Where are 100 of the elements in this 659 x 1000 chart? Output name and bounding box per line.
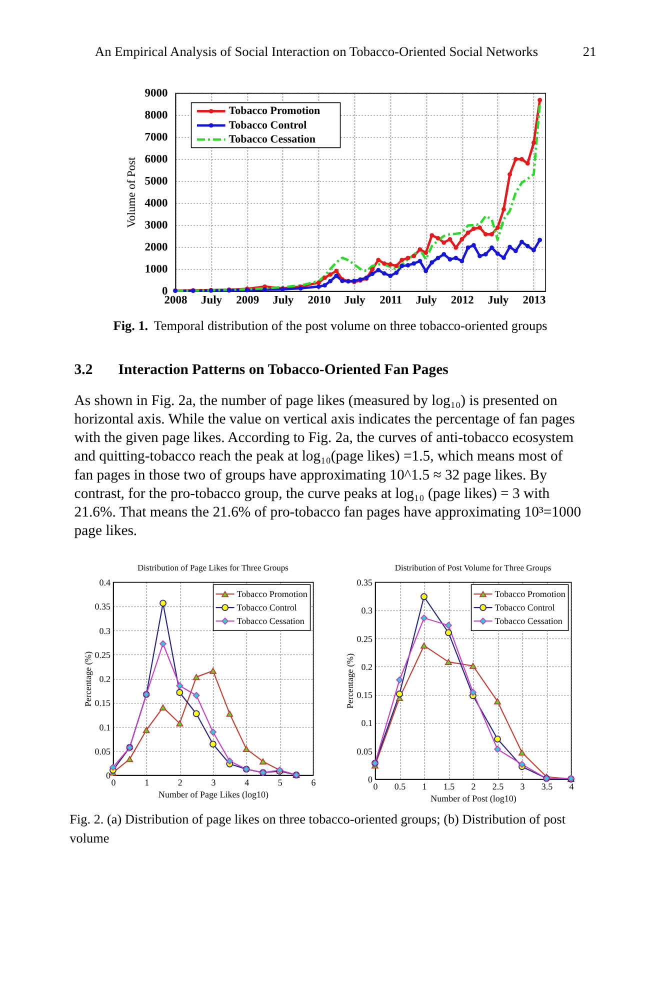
x-tick-label: 2.5 <box>492 782 504 792</box>
point <box>531 248 536 252</box>
point <box>501 207 506 212</box>
point <box>262 287 268 292</box>
y-tick-label: 8000 <box>144 110 168 122</box>
text: volume <box>70 830 110 846</box>
y-tick-label: 5000 <box>144 176 168 188</box>
point <box>110 764 116 771</box>
x-tick-label: 1 <box>144 778 150 788</box>
legend-label: Tobacco Cessation <box>228 134 316 146</box>
y-tick-label: 0.3 <box>99 626 111 636</box>
x-tick-label: 3.5 <box>541 782 554 792</box>
point <box>316 284 321 289</box>
point <box>394 264 399 268</box>
point <box>448 257 452 262</box>
legend-label: Tobacco Control <box>228 119 307 132</box>
point <box>445 622 452 629</box>
y-tick-label: 0.25 <box>94 650 111 660</box>
y-tick-label: 7000 <box>144 132 168 144</box>
y-tick-label: 0.4 <box>99 578 111 588</box>
x-tick-label: 0.5 <box>394 782 406 792</box>
x-tick-label: 1.5 <box>443 782 456 792</box>
text: horizontal axis. While the value on vertical axis indicates the percentage of fan pages <box>74 412 576 428</box>
y-tick-label: 0.1 <box>99 722 110 732</box>
text: and quitting-tobacco reach the peak at log₁₀(page likes) =1.5, which means most of <box>74 448 563 465</box>
point <box>478 254 482 258</box>
point <box>142 727 150 734</box>
point <box>454 245 458 250</box>
text: 21.6%. That means the 21.6% of pro-tobacco fan pages have approximating 10³=1000 <box>74 504 582 520</box>
point <box>396 690 403 698</box>
point <box>176 682 184 690</box>
point <box>396 676 403 684</box>
y-tick-label: 9000 <box>144 88 168 100</box>
y-tick-label: 0.1 <box>361 718 372 728</box>
point <box>418 258 422 264</box>
text: 3.2 <box>74 362 93 378</box>
point <box>466 245 470 250</box>
y-tick-label: 0.05 <box>94 746 111 756</box>
point <box>460 258 464 264</box>
point <box>388 262 393 267</box>
point <box>478 225 482 230</box>
point <box>454 256 458 260</box>
y-tick-label: 0.35 <box>356 578 373 588</box>
point <box>192 692 200 699</box>
point <box>382 261 386 266</box>
text: An Empirical Analysis of Social Interaction on Tobacco-Oriented Social Networks <box>94 44 538 59</box>
x-tick-label: 2013 <box>522 294 546 306</box>
text: Temporal distribution of the post volume on three tobacco-oriented groups <box>154 318 548 333</box>
point <box>316 280 321 285</box>
x-tick-label: 2 <box>178 778 182 788</box>
y-tick-label: 0 <box>106 770 111 780</box>
point <box>436 256 440 260</box>
x-tick-label: 2010 <box>308 294 331 306</box>
point <box>376 268 381 272</box>
x-tick-label: July <box>344 294 366 306</box>
legend-label: Tobacco Cessation <box>236 616 305 626</box>
legend-label: Tobacco Promotion <box>494 589 566 600</box>
point <box>442 240 446 245</box>
y-tick-label: 0.05 <box>356 746 373 756</box>
point <box>412 254 416 258</box>
point <box>494 698 501 704</box>
point <box>501 256 506 260</box>
point <box>420 614 428 622</box>
point <box>400 258 404 262</box>
point <box>460 237 464 242</box>
point <box>430 233 434 238</box>
y-tick-label: 1000 <box>144 264 168 276</box>
point <box>495 225 500 230</box>
y-tick-label: 4000 <box>144 198 168 210</box>
x-tick-label: 2009 <box>236 294 260 306</box>
point <box>525 161 530 166</box>
point <box>494 736 501 742</box>
point <box>518 750 526 756</box>
y-axis-title: Percentage (%) <box>344 653 355 709</box>
point <box>508 244 512 250</box>
x-tick-label: 6 <box>311 778 316 788</box>
point <box>531 140 536 145</box>
chart-title: Distribution of Page Likes for Three Groups <box>138 562 288 572</box>
y-tick-label: 0.2 <box>361 662 372 672</box>
point <box>436 236 440 240</box>
text: contrast, for the pro-tobacco group, the curve peaks at log₁₀ (page likes) = 3 with <box>74 486 550 502</box>
point <box>495 251 500 256</box>
point <box>424 250 428 255</box>
point <box>489 245 494 250</box>
point <box>525 244 530 248</box>
point <box>226 710 234 717</box>
text: As shown in Fig. 2a, the number of page likes (measured by log₁₀) is presented on <box>74 393 558 409</box>
point <box>210 728 216 736</box>
x-tick-label: 5 <box>278 778 283 788</box>
point <box>442 252 446 257</box>
point <box>445 629 452 636</box>
y-tick-label: 0.15 <box>94 698 111 708</box>
point <box>538 98 542 102</box>
point <box>471 226 476 231</box>
caption: Fig. 2. (a) Distribution of page likes on three tobacco-oriented groups; (b) Distribution of post <box>70 811 566 826</box>
text: 21 <box>582 44 596 59</box>
point <box>160 704 166 710</box>
y-tick-label: 3000 <box>144 220 168 232</box>
text: fan pages in those two of groups have approximating 10^1.5 ≈ 32 page likes. By <box>74 467 548 484</box>
point <box>226 758 234 764</box>
